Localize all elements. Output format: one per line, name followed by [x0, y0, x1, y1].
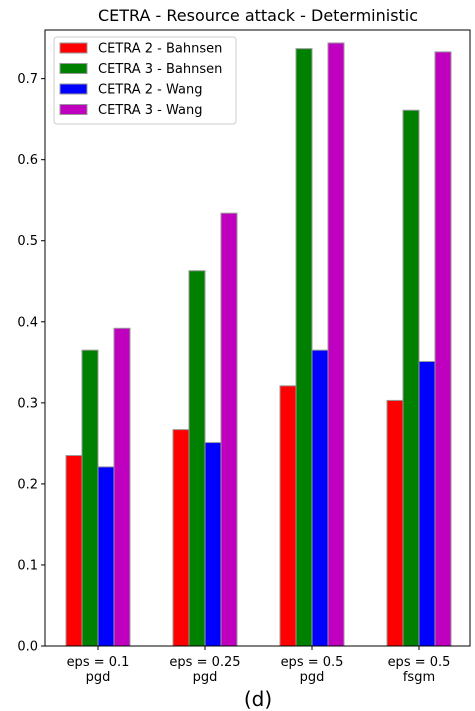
bar-4-1 [113, 327, 131, 647]
bar-3-4 [418, 361, 436, 647]
chart-title: CETRA - Resource attack - Deterministic [98, 6, 418, 25]
x-tick-label: pgd [193, 670, 218, 685]
figure-caption: (d) [244, 687, 272, 711]
y-tick-label: 0.6 [17, 153, 38, 168]
bar-3-2 [204, 442, 222, 647]
legend-box [53, 36, 237, 125]
x-tick-label: eps = 0.5 [281, 655, 344, 670]
bar-2-1 [81, 349, 99, 647]
legend-label: CETRA 3 - Wang [98, 103, 202, 118]
x-tick-label: eps = 0.5 [388, 655, 451, 670]
legend-label: CETRA 2 - Wang [98, 83, 202, 98]
bar-4-3 [327, 42, 345, 647]
x-tick-label: pgd [86, 670, 111, 685]
y-tick-label: 0.2 [17, 477, 38, 492]
bar-2-2 [188, 270, 206, 647]
bar-1-2 [172, 429, 190, 647]
y-tick-label: 0.7 [17, 72, 38, 87]
x-tick-label: eps = 0.1 [67, 655, 130, 670]
x-tick-label: fsgm [403, 670, 435, 685]
legend-swatch [59, 83, 88, 95]
bar-1-4 [386, 399, 404, 647]
bar-2-4 [402, 109, 420, 647]
x-tick-label: eps = 0.25 [169, 655, 240, 670]
bar-1-3 [279, 385, 297, 647]
legend: CETRA 2 - Bahnsen CETRA 3 - Bahnsen CETRA … [53, 36, 237, 125]
y-tick-label: 0.3 [17, 396, 38, 411]
legend-label: CETRA 2 - Bahnsen [98, 42, 222, 57]
bar-1-1 [65, 455, 83, 647]
legend-swatch [59, 63, 88, 74]
plot-frame [44, 29, 471, 647]
y-tick-label: 0.5 [17, 234, 38, 249]
y-tick-label: 0.0 [17, 640, 38, 655]
bar-3-3 [311, 349, 329, 647]
x-tick-label: pgd [300, 670, 325, 685]
legend-swatch [59, 104, 88, 115]
legend-label: CETRA 3 - Bahnsen [98, 62, 222, 77]
bar-3-1 [97, 466, 115, 647]
bar-2-3 [295, 48, 313, 647]
bar-4-4 [434, 51, 452, 647]
legend-swatch [59, 42, 88, 54]
y-tick-label: 0.1 [17, 558, 38, 573]
bar-4-2 [220, 212, 238, 647]
y-tick-label: 0.4 [17, 315, 38, 330]
bars-group [65, 42, 452, 647]
y-axis: 0.0 0.1 0.2 0.3 0.4 0.5 0.6 0.7 [17, 72, 45, 655]
